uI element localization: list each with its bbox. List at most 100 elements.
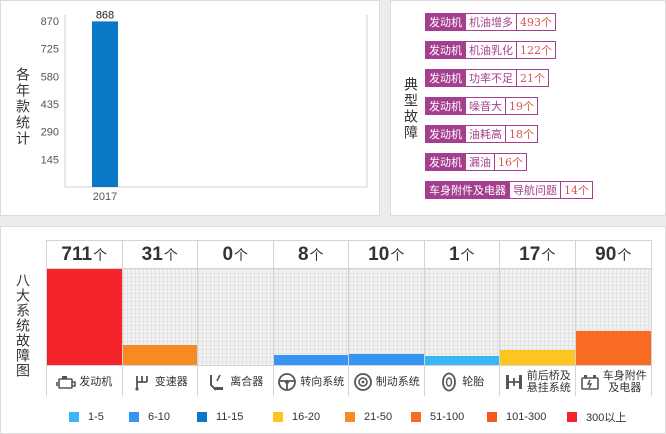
year-chart-ylabel: 各年款统计 <box>15 67 31 147</box>
legend-label: 1-5 <box>88 411 104 423</box>
fault-name: 机油增多 <box>466 13 517 31</box>
fault-row: 发动机 机油乳化 122个 <box>425 41 593 59</box>
system-column: 8 个转向系统 <box>273 241 349 397</box>
system-count-header: 10 个 <box>349 241 424 269</box>
color-legend: 1-5 6-10 11-15 16-20 21-50 51-100 101-300 300以上 <box>69 409 627 425</box>
system-bar <box>575 331 651 365</box>
legend-item: 6-10 <box>129 409 197 425</box>
system-bar-area <box>122 269 197 365</box>
y-tick-label: 870 <box>41 16 59 28</box>
system-name: 转向系统 <box>300 375 345 388</box>
fault-row: 发动机 机油增多 493个 <box>425 13 593 31</box>
fault-system-tag: 发动机 <box>425 153 466 171</box>
system-label: 前后桥及 悬挂系统 <box>500 365 575 397</box>
tire-icon <box>442 372 457 391</box>
system-count-header: 90 个 <box>575 241 651 269</box>
fault-row: 发动机 噪音大 19个 <box>425 97 593 115</box>
fault-name: 油耗高 <box>466 125 506 143</box>
system-label: 变速器 <box>122 365 197 397</box>
fault-row: 发动机 漏油 16个 <box>425 153 593 171</box>
legend-label: 101-300 <box>506 411 547 423</box>
bar-value-label: 868 <box>96 9 114 21</box>
system-column: 711 个发动机 <box>47 241 123 397</box>
system-column: 17 个前后桥及 悬挂系统 <box>500 241 576 397</box>
system-column: 90 个车身附件 及电器 <box>575 241 651 397</box>
legend-item: 21-50 <box>345 409 411 425</box>
fault-count: 493个 <box>517 13 556 31</box>
y-tick-label: 145 <box>41 154 59 166</box>
legend-swatch <box>273 412 283 422</box>
system-name: 离合器 <box>230 375 264 388</box>
legend-label: 16-20 <box>292 411 321 423</box>
fault-system-tag: 发动机 <box>425 41 466 59</box>
fault-system-tag: 发动机 <box>425 125 466 143</box>
legend-item: 1-5 <box>69 409 129 425</box>
fault-system-tag: 发动机 <box>425 97 466 115</box>
system-count-value: 17 <box>519 243 541 265</box>
system-label: 车身附件 及电器 <box>575 365 651 397</box>
system-count-value: 10 <box>368 243 390 265</box>
system-count-unit: 个 <box>93 246 108 263</box>
system-bar-area <box>198 269 273 365</box>
system-bar <box>500 350 575 365</box>
steering-wheel-icon <box>278 372 297 391</box>
fault-name: 机油乳化 <box>466 41 517 59</box>
y-tick-label: 290 <box>41 127 59 139</box>
fault-row: 发动机 油耗高 18个 <box>425 125 593 143</box>
y-tick-label: 435 <box>41 99 59 111</box>
system-label: 轮胎 <box>424 365 499 397</box>
x-tick-label: 2017 <box>93 191 117 203</box>
y-tick-label: 580 <box>41 71 59 83</box>
engine-icon <box>56 375 77 389</box>
legend-label: 11-15 <box>216 411 244 423</box>
legend-item: 51-100 <box>411 409 487 425</box>
system-bar-area <box>575 269 651 365</box>
legend-swatch <box>197 412 207 422</box>
legend-label: 6-10 <box>148 411 171 423</box>
system-name: 变速器 <box>154 375 188 388</box>
system-count-value: 1 <box>448 243 460 265</box>
legend-swatch <box>567 412 577 422</box>
clutch-pedal-icon <box>210 374 224 391</box>
system-count-unit: 个 <box>390 246 405 263</box>
faults-ylabel: 典型故障 <box>403 77 419 141</box>
system-count-value: 8 <box>297 243 309 265</box>
system-count-value: 31 <box>141 243 163 265</box>
system-bar-area <box>500 269 575 365</box>
system-name: 前后桥及 悬挂系统 <box>526 369 571 394</box>
system-bar-area <box>424 269 499 365</box>
system-count-unit: 个 <box>234 246 249 263</box>
axle-icon <box>505 374 522 389</box>
system-bar <box>122 345 197 365</box>
system-count-unit: 个 <box>617 246 632 263</box>
fault-name: 噪音大 <box>466 97 506 115</box>
legend-swatch <box>69 412 79 422</box>
legend-item: 300以上 <box>567 409 627 425</box>
system-count-header: 711 个 <box>47 241 122 269</box>
system-name: 制动系统 <box>375 375 420 388</box>
legend-item: 11-15 <box>197 409 273 425</box>
fault-count: 16个 <box>495 153 527 171</box>
legend-label: 51-100 <box>430 411 465 423</box>
system-name: 发动机 <box>79 375 113 388</box>
fault-count: 21个 <box>517 69 549 87</box>
systems-grid: 711 个发动机 31 个变速器 0 个离合器 8 个转向系统 10 个制动系统 1 个轮胎 17 个前后… <box>46 240 652 397</box>
brake-disc-icon <box>353 372 372 391</box>
legend-swatch <box>345 412 355 422</box>
year-bar-chart: 145 290 435 580 725 870 868 2017 <box>41 9 368 203</box>
fault-system-tag: 发动机 <box>425 13 466 31</box>
legend-item: 16-20 <box>273 409 345 425</box>
fault-count: 14个 <box>561 181 593 199</box>
system-bar-area <box>349 269 424 365</box>
system-label: 发动机 <box>47 365 122 397</box>
system-bar <box>424 356 499 365</box>
system-count-header: 31 个 <box>122 241 197 269</box>
system-bar <box>273 355 348 365</box>
system-label: 离合器 <box>198 365 273 397</box>
fault-name: 导航问题 <box>510 181 561 199</box>
fault-system-tag: 车身附件及电器 <box>425 181 510 199</box>
legend-item: 101-300 <box>487 409 567 425</box>
legend-label: 300以上 <box>586 412 627 424</box>
